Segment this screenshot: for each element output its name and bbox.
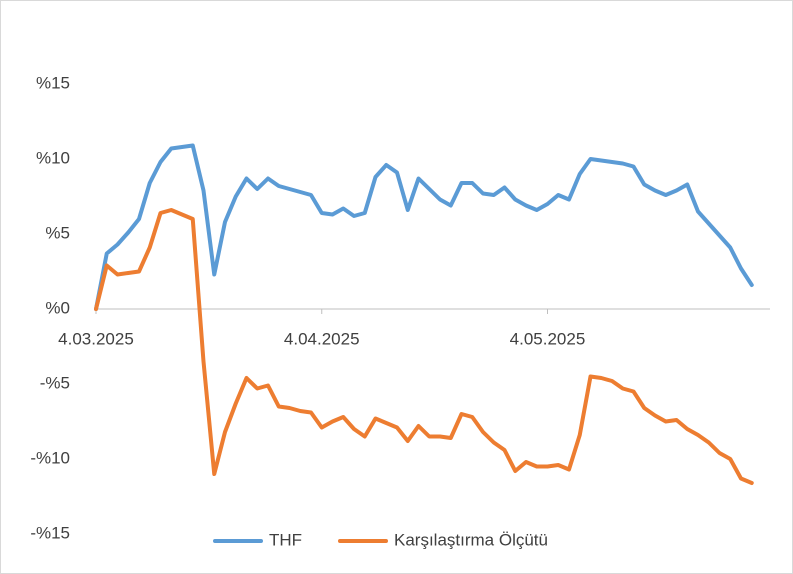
y-tick-label: -%10 [30, 448, 70, 467]
y-tick-label: %10 [36, 148, 70, 167]
y-tick-label: -%15 [30, 523, 70, 542]
y-tick-label: %15 [36, 73, 70, 92]
x-tick-label: 4.04.2025 [284, 329, 360, 348]
series-line [94, 143, 754, 311]
x-tick-label: 4.05.2025 [510, 329, 586, 348]
x-tick-label: 4.03.2025 [58, 329, 134, 348]
y-tick-label: %0 [45, 298, 70, 317]
y-tick-label: -%5 [40, 373, 70, 392]
legend-label: THF [269, 530, 302, 549]
legend-label: Karşılaştırma Ölçütü [394, 530, 548, 549]
series-line [94, 208, 754, 485]
y-tick-label: %5 [45, 223, 70, 242]
